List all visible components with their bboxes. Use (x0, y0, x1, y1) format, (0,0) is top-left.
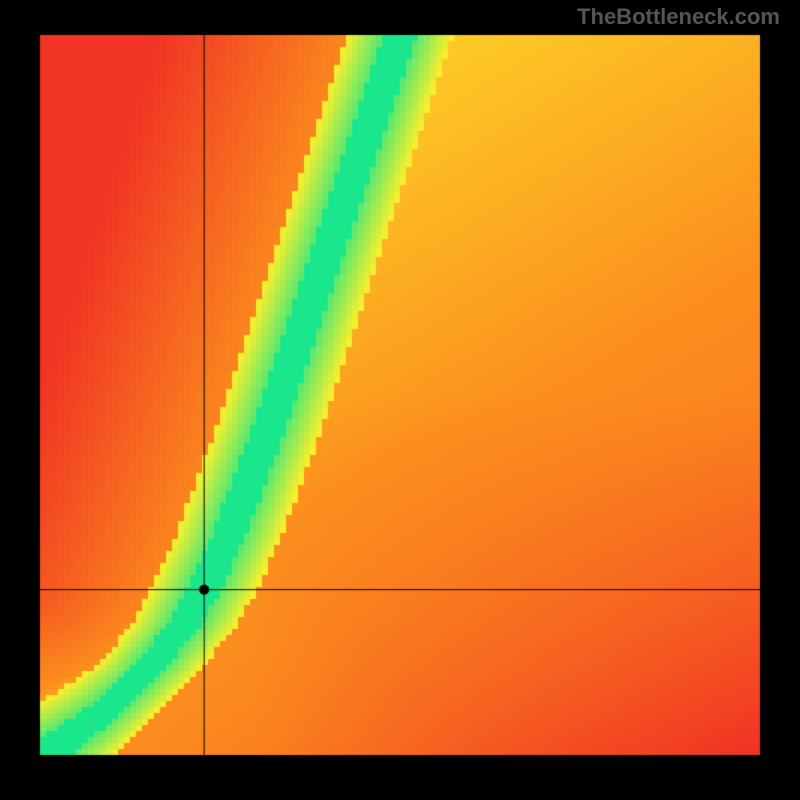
bottleneck-heatmap (0, 0, 800, 800)
chart-container: TheBottleneck.com (0, 0, 800, 800)
watermark-text: TheBottleneck.com (577, 4, 780, 30)
